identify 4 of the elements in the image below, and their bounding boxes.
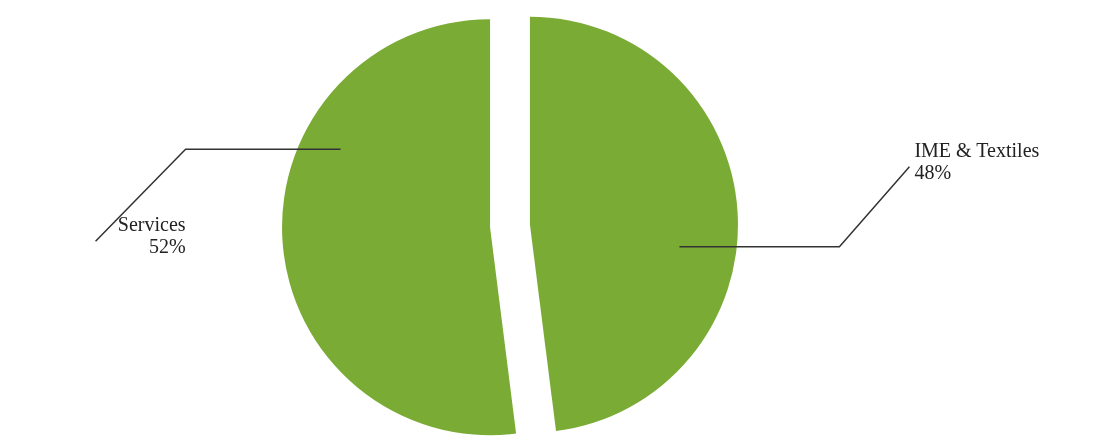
data-label: 52% (148, 235, 186, 258)
slice-label: Services (117, 213, 186, 236)
data-label: 48% (914, 160, 952, 183)
slice-label: IME & Textiles (914, 138, 1040, 161)
